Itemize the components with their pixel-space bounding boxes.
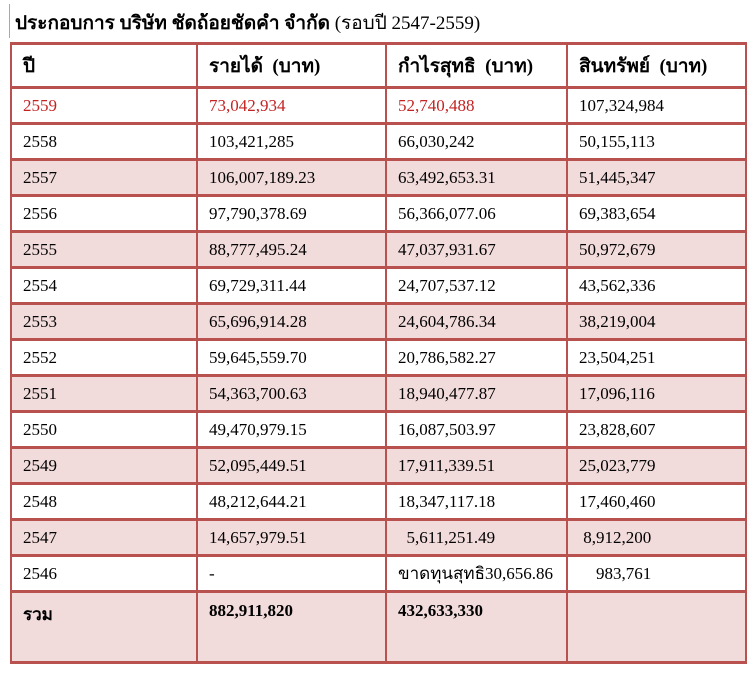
- total-assets: [566, 590, 747, 664]
- cell-assets: 50,972,679: [566, 230, 747, 269]
- cell-year: 2548: [10, 482, 198, 521]
- cell-year: 2546: [10, 554, 198, 593]
- table-row: 2553 65,696,914.28 24,604,786.34 38,219,004: [10, 302, 747, 341]
- table-row: 2552 59,645,559.70 20,786,582.27 23,504,251: [10, 338, 747, 377]
- table-row: 2554 69,729,311.44 24,707,537.12 43,562,336: [10, 266, 747, 305]
- cell-year: 2553: [10, 302, 198, 341]
- cell-profit: 63,492,653.31: [385, 158, 568, 197]
- title-company: ประกอบการ บริษัท ชัดถ้อยชัดคำ จำกัด: [15, 13, 335, 34]
- cell-year: 2559: [10, 86, 198, 125]
- cell-year: 2552: [10, 338, 198, 377]
- cell-assets: 107,324,984: [566, 86, 747, 125]
- cell-profit: 47,037,931.67: [385, 230, 568, 269]
- cell-profit: 24,604,786.34: [385, 302, 568, 341]
- cell-revenue: -: [196, 554, 387, 593]
- cell-profit: 52,740,488: [385, 86, 568, 125]
- cell-profit: 66,030,242: [385, 122, 568, 161]
- cell-assets: 38,219,004: [566, 302, 747, 341]
- table-row: 2548 48,212,644.21 18,347,117.18 17,460,460: [10, 482, 747, 521]
- cell-year: 2556: [10, 194, 198, 233]
- cell-assets: 8,912,200: [566, 518, 747, 557]
- cell-assets: 23,504,251: [566, 338, 747, 377]
- total-row: รวม 882,911,820 432,633,330: [10, 590, 747, 664]
- cell-revenue: 69,729,311.44: [196, 266, 387, 305]
- cell-revenue: 48,212,644.21: [196, 482, 387, 521]
- table-row: 2551 54,363,700.63 18,940,477.87 17,096,116: [10, 374, 747, 413]
- total-label: รวม: [10, 590, 198, 664]
- cell-profit: 16,087,503.97: [385, 410, 568, 449]
- cell-year: 2547: [10, 518, 198, 557]
- cell-year: 2554: [10, 266, 198, 305]
- cell-profit: 17,911,339.51: [385, 446, 568, 485]
- cell-profit: 18,347,117.18: [385, 482, 568, 521]
- table-row: 2556 97,790,378.69 56,366,077.06 69,383,654: [10, 194, 747, 233]
- column-header-year: ปี: [10, 42, 198, 89]
- cell-year: 2551: [10, 374, 198, 413]
- cell-revenue: 54,363,700.63: [196, 374, 387, 413]
- cell-revenue: 49,470,979.15: [196, 410, 387, 449]
- table-row: 2550 49,470,979.15 16,087,503.97 23,828,607: [10, 410, 747, 449]
- table-row: 2558 103,421,285 66,030,242 50,155,113: [10, 122, 747, 161]
- total-revenue: 882,911,820: [196, 590, 387, 664]
- cell-revenue: 88,777,495.24: [196, 230, 387, 269]
- title-period: (รอบปี 2547-2559): [334, 13, 481, 34]
- cell-revenue: 103,421,285: [196, 122, 387, 161]
- header-row: ปี รายได้ (บาท) กำไรสุทธิ (บาท) สินทรัพย…: [10, 42, 747, 89]
- financial-table: ปี รายได้ (บาท) กำไรสุทธิ (บาท) สินทรัพย…: [10, 42, 747, 664]
- cell-assets: 50,155,113: [566, 122, 747, 161]
- table-row: 2549 52,095,449.51 17,911,339.51 25,023,779: [10, 446, 747, 485]
- cell-assets: 51,445,347: [566, 158, 747, 197]
- cell-year: 2555: [10, 230, 198, 269]
- table-row: 2557 106,007,189.23 63,492,653.31 51,445,34…: [10, 158, 747, 197]
- table-row: 2559 73,042,934 52,740,488 107,324,984: [10, 86, 747, 125]
- cell-assets: 17,460,460: [566, 482, 747, 521]
- total-profit: 432,633,330: [385, 590, 568, 664]
- cell-revenue: 14,657,979.51: [196, 518, 387, 557]
- cell-revenue: 65,696,914.28: [196, 302, 387, 341]
- cell-revenue: 52,095,449.51: [196, 446, 387, 485]
- column-header-revenue: รายได้ (บาท): [196, 42, 387, 89]
- cell-profit: 5,611,251.49: [385, 518, 568, 557]
- cell-assets: 23,828,607: [566, 410, 747, 449]
- table-row: 2547 14,657,979.51 5,611,251.49 8,912,200: [10, 518, 747, 557]
- left-margin-rule: [9, 4, 10, 38]
- cell-year: 2549: [10, 446, 198, 485]
- cell-revenue: 59,645,559.70: [196, 338, 387, 377]
- column-header-profit: กำไรสุทธิ (บาท): [385, 42, 568, 89]
- cell-assets: 43,562,336: [566, 266, 747, 305]
- cell-profit: 20,786,582.27: [385, 338, 568, 377]
- column-header-assets: สินทรัพย์ (บาท): [566, 42, 747, 89]
- cell-profit: ขาดทุนสุทธิ30,656.86: [385, 554, 568, 593]
- cell-year: 2558: [10, 122, 198, 161]
- document-title: ประกอบการ บริษัท ชัดถ้อยชัดคำ จำกัด (รอบ…: [15, 8, 480, 38]
- cell-assets: 17,096,116: [566, 374, 747, 413]
- table-row: 2546- ขาดทุนสุทธิ30,656.86 983,761: [10, 554, 747, 593]
- table-row: 2555 88,777,495.24 47,037,931.67 50,972,679: [10, 230, 747, 269]
- cell-assets: 983,761: [566, 554, 747, 593]
- cell-profit: 24,707,537.12: [385, 266, 568, 305]
- cell-year: 2557: [10, 158, 198, 197]
- cell-assets: 25,023,779: [566, 446, 747, 485]
- cell-revenue: 73,042,934: [196, 86, 387, 125]
- cell-profit: 18,940,477.87: [385, 374, 568, 413]
- cell-year: 2550: [10, 410, 198, 449]
- cell-profit: 56,366,077.06: [385, 194, 568, 233]
- cell-assets: 69,383,654: [566, 194, 747, 233]
- cell-revenue: 97,790,378.69: [196, 194, 387, 233]
- cell-revenue: 106,007,189.23: [196, 158, 387, 197]
